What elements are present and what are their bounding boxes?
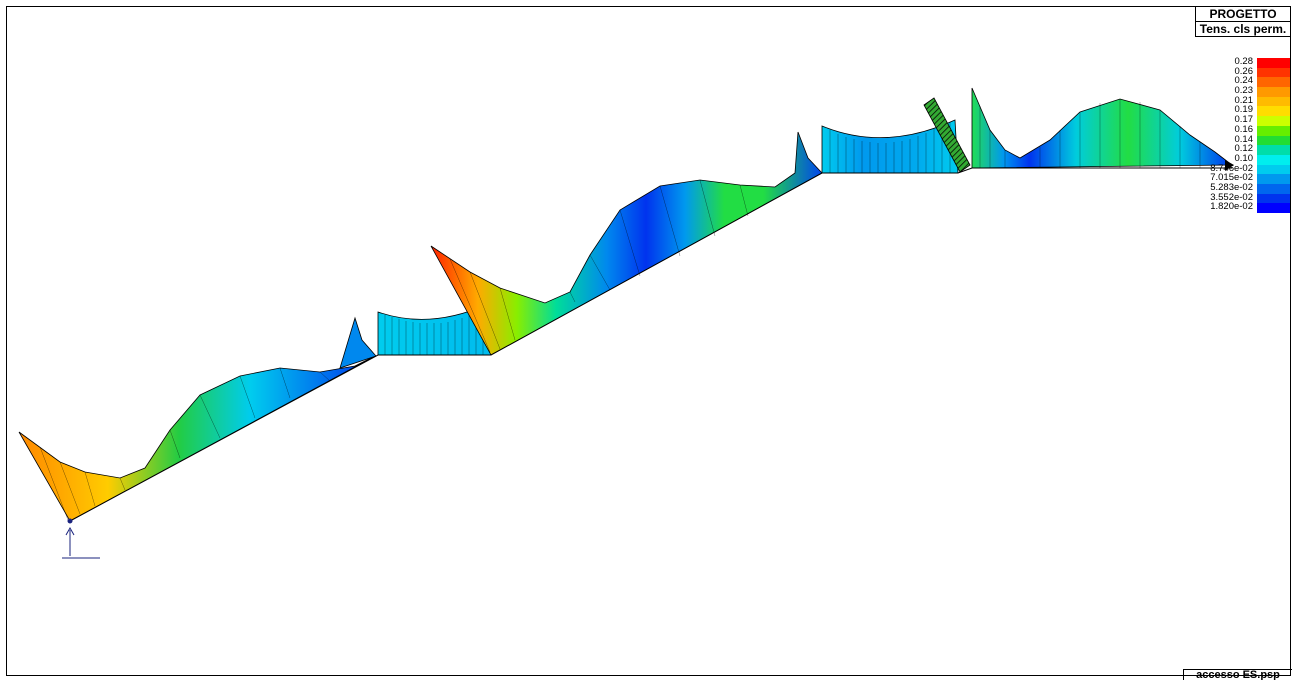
legend-swatch: [1257, 145, 1290, 155]
legend-label: 3.552e-02: [1210, 191, 1253, 203]
legend-row: 0.14: [1190, 133, 1290, 146]
legend-swatch: [1257, 67, 1290, 78]
legend-label: 0.19: [1234, 104, 1254, 116]
project-title: PROGETTO: [1209, 7, 1277, 21]
drawing-frame: [6, 6, 1291, 676]
legend-swatch: [1257, 87, 1290, 97]
legend-swatch: [1257, 164, 1290, 175]
legend-row: 1.820e-02: [1190, 201, 1290, 213]
legend-label: 8.746e-02: [1210, 162, 1253, 174]
legend-swatch: [1257, 77, 1290, 88]
legend-swatch: [1257, 96, 1290, 107]
legend-row: 0.23: [1190, 85, 1290, 97]
legend-swatch: [1257, 203, 1290, 213]
legend-label: 0.21: [1234, 94, 1254, 106]
legend-label: 0.12: [1234, 143, 1254, 155]
title-box: PROGETTO Tens. cls perm.: [1195, 6, 1291, 37]
legend-label: 0.16: [1234, 123, 1254, 135]
legend-row: 0.16: [1190, 123, 1290, 136]
legend-label: 0.10: [1234, 152, 1254, 164]
legend-row: 0.26: [1190, 65, 1290, 78]
legend-swatch: [1257, 106, 1290, 117]
legend-row: 8.746e-02: [1190, 162, 1290, 175]
legend-label: 0.28: [1234, 56, 1254, 67]
color-legend: 0.28 0.26 0.24 0.23 0.21 0.19 0.17 0.16 0.14 0.12…: [1190, 56, 1290, 213]
stress-fill-landing-2: [821, 119, 959, 174]
legend-label: 5.283e-02: [1210, 181, 1253, 193]
legend-label: 0.24: [1234, 75, 1254, 87]
stress-spike-1: [339, 316, 377, 369]
legend-label: 0.17: [1234, 114, 1254, 126]
support-icon: [62, 518, 100, 559]
legend-row: 0.17: [1190, 114, 1290, 126]
legend-row: 3.552e-02: [1190, 191, 1290, 204]
legend-row: 5.283e-02: [1190, 181, 1290, 194]
legend-row: 0.24: [1190, 75, 1290, 88]
legend-row: 0.10: [1190, 152, 1290, 165]
legend-swatch: [1257, 183, 1290, 194]
legend-row: 0.12: [1190, 143, 1290, 155]
legend-label: 0.26: [1234, 65, 1254, 77]
legend-swatch: [1257, 116, 1290, 126]
legend-swatch: [1257, 154, 1290, 165]
legend-label: 7.015e-02: [1210, 172, 1253, 184]
legend-swatch: [1257, 174, 1290, 184]
legend-label: 1.820e-02: [1210, 201, 1253, 213]
file-name: accesso ES.psp: [1183, 669, 1292, 680]
legend-row: 0.28: [1190, 56, 1290, 68]
legend-label: 0.14: [1234, 133, 1254, 145]
stress-fill-flight-1: [18, 355, 376, 522]
legend-row: 0.19: [1190, 104, 1290, 117]
structure-axis: [69, 167, 1232, 522]
legend-swatch: [1257, 58, 1290, 68]
stress-fill-flight-2: [430, 131, 823, 356]
legend-swatch: [1257, 193, 1290, 204]
legend-swatch: [1257, 135, 1290, 146]
legend-row: 0.21: [1190, 94, 1290, 107]
legend-label: 0.23: [1234, 85, 1254, 97]
legend-row: 7.015e-02: [1190, 172, 1290, 184]
hatched-element: [923, 97, 971, 173]
diagram-subtitle: Tens. cls perm.: [1196, 21, 1290, 36]
end-marker-icon: [1225, 160, 1234, 171]
legend-swatch: [1257, 125, 1290, 136]
